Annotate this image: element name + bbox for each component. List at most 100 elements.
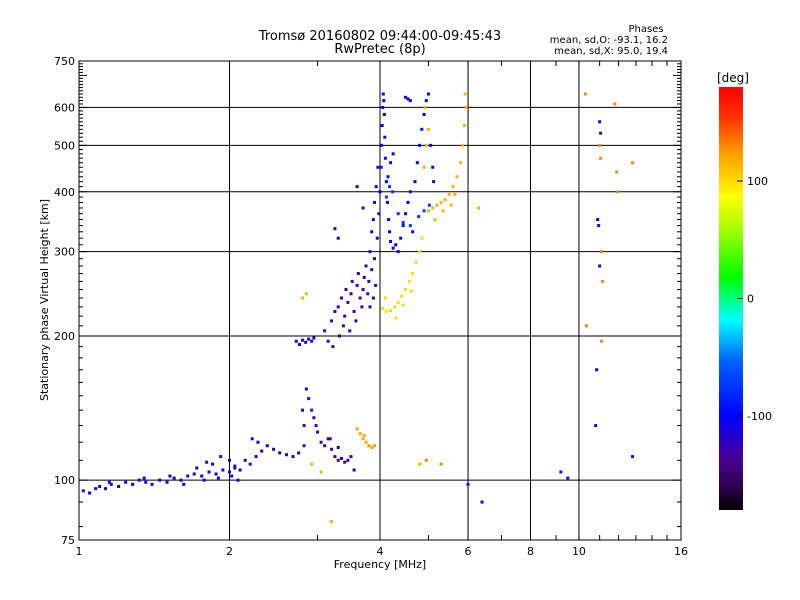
echo-point [362,275,366,279]
x-axis-ticks: 1 2 4 6 8 10 16 [76,61,688,558]
echo-point [94,487,98,491]
echo-point [462,124,466,128]
echo-point [441,209,445,213]
echo-point [417,215,421,219]
echo-point [401,303,405,307]
x-tick-label: 16 [674,545,688,558]
echo-point [600,339,604,343]
echo-point [338,334,342,338]
echo-point [455,175,459,179]
echo-point [383,135,387,139]
echo-point [333,309,337,313]
x-tick-label: 8 [527,545,534,558]
echo-point [382,99,386,103]
echo-point [98,484,102,488]
echo-point [583,92,587,96]
colorbar-tick-label: 0 [747,293,754,306]
colorbar-tick-label: -100 [747,410,772,423]
echo-point [302,424,306,428]
echo-point [431,206,435,210]
echo-point [599,131,603,135]
echo-point [613,102,617,106]
echo-point [294,339,298,343]
echo-point [566,476,570,480]
echo-point [599,156,603,160]
echo-point [439,200,443,204]
echo-point [316,430,320,434]
echo-point [384,180,388,184]
echo-point [370,230,374,234]
echo-point [304,292,308,296]
echo-point [312,336,316,340]
echo-point [380,124,384,128]
echo-point [250,437,254,441]
echo-point [137,478,141,482]
echo-point [310,408,314,412]
colorbar-label: [deg] [717,71,749,85]
echo-point [616,190,620,194]
echo-point [381,307,385,311]
echo-point [393,305,397,309]
echo-point [172,476,176,480]
echo-point [291,455,295,459]
echo-point [348,329,352,333]
echo-point [415,161,419,165]
echo-point [339,296,343,300]
echo-point [367,279,371,283]
chart-subtitle: RwPretec (8p) [334,42,425,57]
echo-point [477,206,481,210]
echo-point [301,338,305,342]
echo-point [236,478,240,482]
y-tick-label: 75 [61,534,75,547]
echo-point [333,455,337,459]
echo-point [414,260,418,264]
echo-point [383,296,387,300]
echo-point [381,92,385,96]
echo-point [366,292,370,296]
echo-point [463,92,467,96]
echo-point [382,112,386,116]
echo-point [284,453,288,457]
y-axis-ticks: 75 100 200 300 400 500 600 750 [54,55,681,547]
echo-point [362,433,366,437]
echo-point [88,491,92,495]
echo-point [443,198,447,202]
echo-point [389,161,393,165]
echo-point [312,416,316,420]
echo-point [192,472,196,476]
x-tick-label: 6 [465,545,472,558]
echo-point [376,165,380,169]
echo-point [302,444,306,448]
echo-point [451,185,455,189]
echo-point [354,319,358,323]
echo-point [379,165,383,169]
echo-point [355,185,359,189]
echo-point [383,156,387,160]
echo-point [124,480,128,484]
echo-point [216,476,220,480]
echo-point [326,339,330,343]
echo-point [401,221,405,225]
echo-point [202,478,206,482]
echo-point [388,185,392,189]
echo-point [367,444,371,448]
echo-point [480,500,484,504]
echo-point [330,319,334,323]
echo-point [142,476,146,480]
echo-point [411,272,415,276]
echo-point [447,192,451,196]
echo-point [131,482,135,486]
echo-point [598,120,602,124]
echo-point [352,309,356,313]
y-tick-label: 400 [54,186,75,199]
echo-point [384,195,388,199]
echo-point [326,437,330,441]
echo-point [426,209,430,213]
echo-point [330,447,334,451]
echo-point [396,300,400,304]
echo-point [355,427,359,431]
echo-point [256,440,260,444]
echo-point [168,474,172,478]
echo-point [182,482,186,486]
echo-point [228,470,231,474]
